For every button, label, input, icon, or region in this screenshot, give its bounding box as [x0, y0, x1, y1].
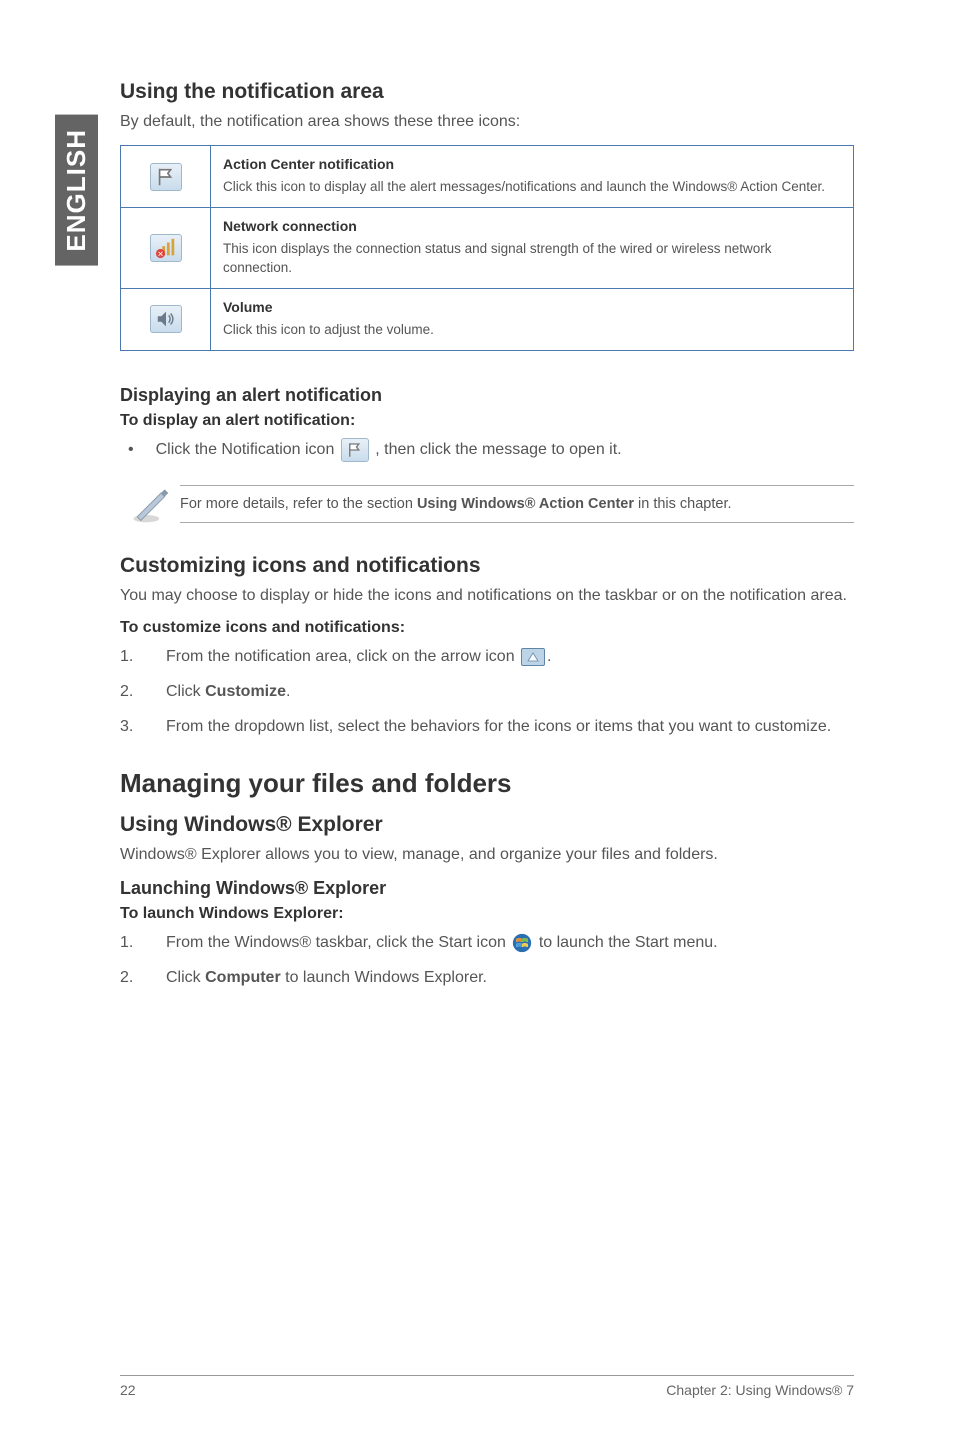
bullet-text-pre: Click the Notification icon [156, 441, 339, 458]
section-heading-customizing: Customizing icons and notifications [120, 554, 854, 578]
section-heading-managing: Managing your files and folders [120, 768, 854, 799]
step-item: From the notification area, click on the… [120, 645, 854, 670]
table-icon-cell [121, 146, 211, 208]
step-item: Click Customize. [120, 680, 854, 705]
steps-customize: From the notification area, click on the… [120, 645, 854, 739]
table-row-title: Action Center notification [223, 156, 841, 172]
section-intro-customizing: You may choose to display or hide the ic… [120, 584, 854, 607]
svg-text:✕: ✕ [157, 249, 163, 258]
footer-divider [120, 1375, 854, 1376]
table-desc-cell: Action Center notification Click this ic… [211, 146, 854, 208]
note-block: For more details, refer to the section U… [120, 482, 854, 526]
subheading-launching-explorer: Launching Windows® Explorer [120, 878, 854, 899]
table-row-body: This icon displays the connection status… [223, 241, 772, 275]
pencil-icon [120, 482, 180, 526]
table-icon-cell [121, 288, 211, 350]
section-intro-notification-area: By default, the notification area shows … [120, 110, 854, 133]
arrow-up-icon [521, 648, 545, 666]
language-side-tab: ENGLISH [55, 115, 98, 266]
page-number: 22 [120, 1382, 136, 1398]
speaker-icon [150, 305, 182, 333]
bullet-click-notification: • Click the Notification icon , then cli… [120, 438, 854, 462]
bullet-text-post: , then click the message to open it. [375, 441, 621, 458]
step-item: From the dropdown list, select the behav… [120, 715, 854, 740]
instruction-display-alert: To display an alert notification: [120, 412, 854, 430]
step-item: Click Computer to launch Windows Explore… [120, 966, 854, 991]
instruction-launch-explorer: To launch Windows Explorer: [120, 905, 854, 923]
table-desc-cell: Network connection This icon displays th… [211, 208, 854, 289]
note-text: For more details, refer to the section U… [180, 485, 854, 523]
instruction-customize: To customize icons and notifications: [120, 619, 854, 637]
page-footer: 22 Chapter 2: Using Windows® 7 [120, 1382, 854, 1398]
table-row-title: Network connection [223, 218, 841, 234]
flag-icon [341, 438, 369, 462]
body-explorer-desc: Windows® Explorer allows you to view, ma… [120, 843, 854, 866]
notification-icons-table: Action Center notification Click this ic… [120, 145, 854, 351]
section-heading-notification-area: Using the notification area [120, 80, 854, 104]
subheading-display-alert: Displaying an alert notification [120, 385, 854, 406]
flag-icon [150, 163, 182, 191]
step-item: From the Windows® taskbar, click the Sta… [120, 931, 854, 956]
chapter-label: Chapter 2: Using Windows® 7 [666, 1382, 854, 1398]
table-row-body: Click this icon to adjust the volume. [223, 322, 434, 337]
bullet-marker: • [128, 438, 134, 462]
table-icon-cell: ✕ [121, 208, 211, 289]
subheading-using-explorer: Using Windows® Explorer [120, 813, 854, 837]
windows-start-icon [512, 933, 532, 953]
table-row-title: Volume [223, 299, 841, 315]
steps-launch-explorer: From the Windows® taskbar, click the Sta… [120, 931, 854, 991]
table-row-body: Click this icon to display all the alert… [223, 179, 825, 194]
network-icon: ✕ [150, 234, 182, 262]
table-desc-cell: Volume Click this icon to adjust the vol… [211, 288, 854, 350]
